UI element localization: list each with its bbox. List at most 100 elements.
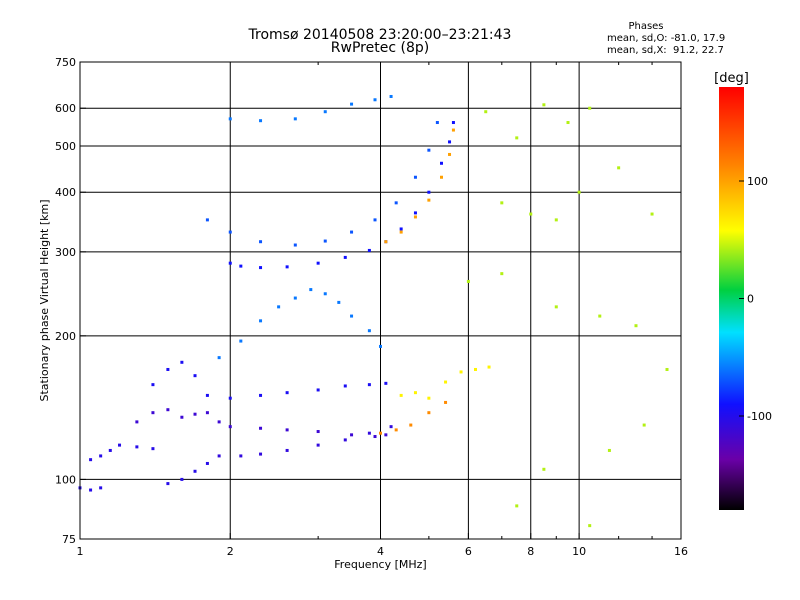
data-point	[487, 365, 491, 369]
data-point	[180, 477, 184, 481]
colorbar: [deg] 100 0 -100	[714, 71, 772, 510]
grid	[80, 62, 681, 539]
data-point	[108, 448, 112, 452]
data-point	[542, 103, 546, 107]
data-point	[343, 255, 347, 259]
data-point	[413, 175, 417, 179]
data-point	[500, 201, 504, 205]
data-point	[205, 461, 209, 465]
data-point	[448, 152, 452, 156]
chart-title: Tromsø 20140508 23:20:00–23:21:43	[248, 27, 512, 43]
y-axis-label: Stationary phase Virtual Height [km]	[38, 199, 51, 401]
x-tick-label: 6	[465, 545, 472, 558]
x-tick-label: 4	[377, 545, 384, 558]
data-point	[259, 393, 263, 397]
data-point	[435, 121, 439, 125]
data-point	[166, 367, 170, 371]
data-point	[293, 296, 297, 300]
scatter-points	[78, 94, 669, 528]
data-point	[566, 121, 570, 125]
data-point	[277, 305, 281, 309]
data-point	[515, 504, 519, 508]
axis-ticks: 1 2 4 6 8 10 16 750 600 500 400 300 200 100 75	[55, 56, 688, 558]
data-point	[379, 431, 382, 435]
data-point	[350, 314, 354, 318]
data-point	[228, 230, 232, 234]
data-point	[650, 212, 654, 216]
data-point	[316, 430, 320, 434]
data-point	[205, 393, 209, 397]
data-point	[343, 384, 347, 388]
data-point	[316, 261, 320, 265]
data-point	[367, 431, 371, 435]
data-point	[323, 239, 327, 243]
data-point	[228, 261, 232, 265]
data-point	[309, 288, 313, 292]
data-point	[451, 121, 455, 125]
stats-heading: Phases	[628, 21, 664, 32]
data-point	[617, 166, 621, 170]
data-point	[484, 110, 488, 114]
data-point	[337, 300, 341, 304]
data-point	[217, 454, 221, 458]
data-point	[394, 428, 398, 432]
data-point	[118, 443, 122, 447]
data-point	[285, 391, 289, 395]
x-tick-label: 1	[77, 545, 84, 558]
data-point	[228, 396, 232, 400]
data-point	[427, 190, 431, 194]
data-point	[166, 408, 170, 412]
chart-subtitle: RwPretec (8p)	[330, 40, 430, 56]
data-point	[427, 396, 431, 400]
data-point	[554, 218, 558, 222]
data-point	[607, 448, 611, 452]
data-point	[193, 412, 197, 416]
data-point	[389, 94, 393, 98]
data-point	[384, 240, 388, 244]
stats-x-mode: mean, sd,X: 91.2, 22.7	[607, 45, 724, 56]
data-point	[166, 482, 170, 486]
data-point	[389, 425, 393, 429]
data-point	[228, 425, 232, 429]
data-point	[239, 454, 243, 458]
data-point	[205, 218, 209, 222]
y-tick-label: 400	[55, 186, 76, 199]
data-point	[180, 415, 184, 419]
data-point	[529, 212, 533, 216]
data-point	[323, 110, 327, 114]
data-point	[373, 218, 377, 222]
data-point	[239, 264, 243, 268]
data-point	[205, 411, 209, 415]
data-point	[384, 381, 388, 385]
data-point	[217, 356, 221, 360]
data-point	[151, 447, 155, 451]
data-point	[99, 486, 103, 490]
data-point	[413, 391, 417, 395]
y-tick-label: 500	[55, 140, 76, 153]
data-point	[588, 524, 592, 528]
data-point	[239, 339, 243, 343]
data-point	[151, 411, 155, 415]
data-point	[384, 433, 388, 437]
data-point	[343, 438, 347, 442]
data-point	[316, 443, 320, 447]
data-point	[285, 428, 289, 432]
x-axis-label: Frequency [MHz]	[334, 558, 426, 571]
data-point	[259, 452, 263, 456]
data-point	[350, 102, 354, 106]
colorbar-tick-label: -100	[747, 410, 772, 423]
data-point	[373, 98, 377, 102]
data-point	[588, 106, 592, 110]
data-point	[427, 148, 431, 152]
data-point	[515, 136, 519, 140]
data-point	[259, 266, 263, 270]
y-tick-label: 200	[55, 330, 76, 343]
data-point	[473, 367, 477, 371]
data-point	[665, 367, 669, 371]
data-point	[323, 292, 327, 296]
y-tick-label: 75	[62, 533, 76, 546]
y-tick-label: 600	[55, 102, 76, 115]
y-tick-label: 300	[55, 246, 76, 259]
data-point	[444, 400, 448, 404]
data-point	[285, 448, 289, 452]
